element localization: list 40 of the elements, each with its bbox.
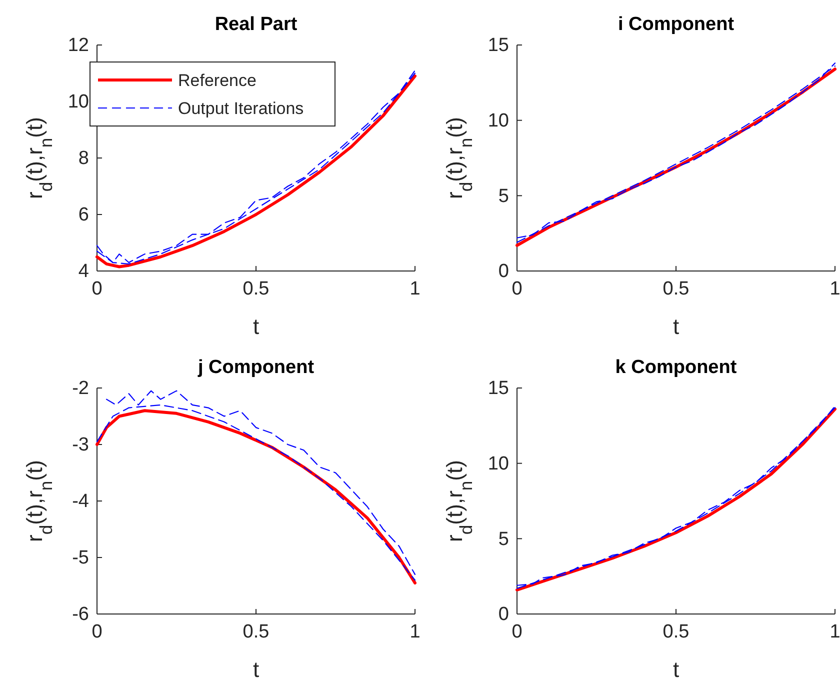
x-tick-label: 0.5 bbox=[242, 278, 270, 300]
y-tick-label: 0 bbox=[498, 604, 509, 626]
y-tick-label: 4 bbox=[78, 261, 90, 282]
y-tick-label: 5 bbox=[498, 528, 509, 550]
y-tick-label: 6 bbox=[78, 204, 89, 226]
chart-title: j Component bbox=[196, 357, 315, 378]
x-tick-label: 0.5 bbox=[662, 278, 690, 300]
y-tick-label: -2 bbox=[72, 378, 89, 400]
y-tick-label: 15 bbox=[488, 378, 509, 400]
y-tick-label: 0 bbox=[498, 261, 509, 282]
y-tick-label: -3 bbox=[72, 434, 89, 456]
legend-label: Output Iterations bbox=[178, 99, 304, 118]
y-tick-label: 5 bbox=[498, 186, 509, 207]
y-tick-label: 15 bbox=[488, 35, 509, 56]
x-axis-title: t bbox=[672, 657, 680, 682]
y-tick-label: 10 bbox=[488, 453, 509, 474]
x-tick-label: 1 bbox=[830, 621, 840, 642]
x-tick-label: 0 bbox=[92, 621, 102, 642]
x-tick-label: 0.5 bbox=[242, 621, 270, 642]
y-tick-label: -4 bbox=[72, 491, 90, 512]
chart-title: Real Part bbox=[214, 14, 298, 35]
chart-title: i Component bbox=[618, 14, 735, 35]
x-tick-label: 1 bbox=[410, 278, 420, 300]
y-tick-label: 12 bbox=[68, 35, 89, 56]
legend-label: Reference bbox=[178, 71, 256, 90]
x-axis-title: t bbox=[252, 314, 260, 339]
x-axis-title: t bbox=[252, 657, 260, 682]
x-tick-label: 1 bbox=[830, 278, 840, 300]
x-tick-label: 0 bbox=[512, 621, 522, 642]
chart-title: k Component bbox=[615, 357, 738, 378]
y-tick-label: -5 bbox=[72, 548, 89, 569]
y-tick-label: -6 bbox=[72, 604, 89, 626]
y-tick-label: 10 bbox=[488, 110, 509, 132]
y-tick-label: 10 bbox=[68, 92, 89, 113]
x-tick-label: 0 bbox=[512, 278, 522, 300]
x-tick-label: 0.5 bbox=[662, 621, 690, 642]
x-tick-label: 1 bbox=[410, 621, 420, 642]
y-tick-label: 8 bbox=[78, 148, 89, 170]
x-axis-title: t bbox=[672, 314, 680, 339]
x-tick-label: 0 bbox=[92, 278, 102, 300]
